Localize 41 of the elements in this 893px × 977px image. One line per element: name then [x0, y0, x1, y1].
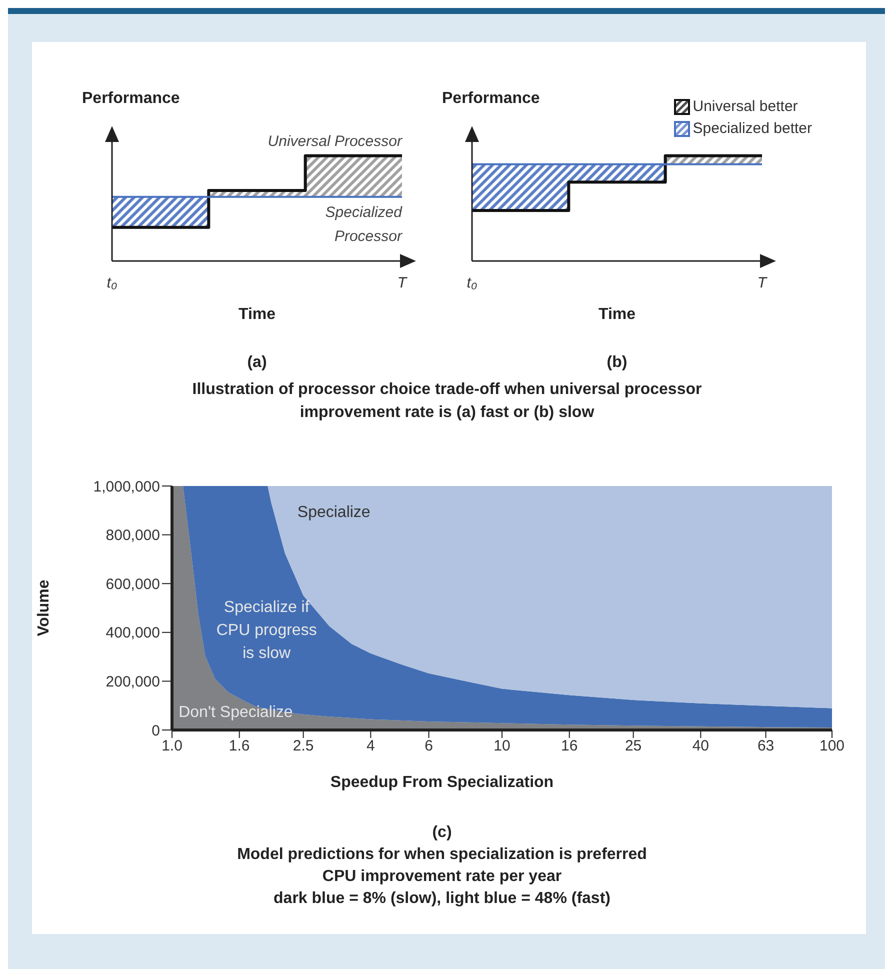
y-tick-label: 1,000,000 [93, 478, 160, 496]
text: Illustration of processor choice trade-off when universal processor improvement rate is (a) fast or (b) slow [191, 380, 703, 423]
y-tick-label: 0 [152, 722, 160, 740]
text: (c) [431, 823, 453, 843]
x-tick-label: t₀ [466, 274, 478, 292]
legend-label: Specialized better [692, 119, 812, 139]
x-axis-title: Time [597, 306, 637, 324]
text: (a) [246, 354, 268, 372]
legend-label: Universal better [692, 97, 799, 117]
text: dark blue = 8% (slow), light blue = 48% (fast) [272, 889, 612, 909]
x-tick-label: 16 [561, 738, 578, 755]
x-tick-label: 100 [819, 738, 845, 755]
series-label: Specialize [297, 502, 372, 523]
y-axis-title: Volume [35, 580, 53, 636]
y-axis-title: Performance [82, 90, 181, 109]
series-label: Don't Specialize [178, 702, 294, 723]
x-axis-title: Speedup From Specialization [329, 774, 555, 792]
y-axis-title: Performance [442, 90, 540, 107]
x-axis-title: Time [237, 306, 277, 324]
series-label: Specialize if CPU progress is slow [215, 598, 318, 664]
x-tick-label: 2.5 [292, 738, 314, 755]
text: Model predictions for when specialization is preferred [236, 845, 648, 865]
text: (b) [606, 354, 628, 372]
series-label: Specialized Processor [324, 202, 402, 247]
x-tick-label: t₀ [106, 274, 118, 292]
y-tick-label: 600,000 [106, 576, 160, 593]
x-tick-label: 1.6 [228, 738, 250, 755]
y-tick-label: 200,000 [106, 674, 160, 691]
x-tick-label: T [757, 274, 768, 292]
y-tick-label: 400,000 [106, 624, 160, 642]
x-tick-label: 63 [757, 738, 774, 755]
x-tick-label: 40 [692, 738, 710, 755]
x-tick-label: T [397, 274, 408, 292]
x-tick-label: 25 [624, 738, 642, 755]
x-tick-label: 6 [424, 738, 433, 755]
y-tick-label: 800,000 [106, 527, 160, 544]
series-label: Universal Processor [268, 132, 402, 152]
text: CPU improvement rate per year [321, 867, 563, 887]
x-tick-label: 10 [494, 738, 510, 755]
x-tick-label: 4 [366, 738, 375, 755]
x-tick-label: 1.0 [162, 738, 182, 755]
